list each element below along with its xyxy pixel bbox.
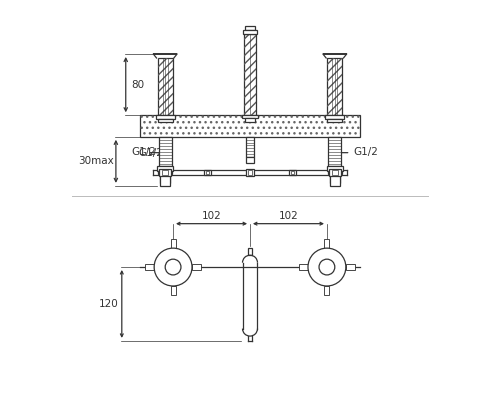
Text: 102: 102 xyxy=(278,210,298,220)
Text: G1/2: G1/2 xyxy=(132,147,156,157)
Bar xyxy=(328,137,341,166)
Text: 80: 80 xyxy=(131,80,144,90)
Bar xyxy=(327,166,342,171)
Text: 120: 120 xyxy=(99,299,118,309)
Bar xyxy=(160,169,171,176)
Text: 30max: 30max xyxy=(78,156,114,166)
Bar xyxy=(246,137,254,157)
Text: G1/2: G1/2 xyxy=(138,148,163,158)
Bar xyxy=(244,34,256,115)
Bar xyxy=(158,58,172,115)
Bar xyxy=(158,58,172,115)
Bar xyxy=(243,30,257,34)
Bar xyxy=(140,115,360,137)
Bar xyxy=(156,115,174,119)
Text: 102: 102 xyxy=(202,210,222,220)
Bar xyxy=(158,171,172,174)
Bar xyxy=(324,240,330,248)
Bar xyxy=(332,170,338,174)
Bar xyxy=(162,170,168,174)
Bar xyxy=(158,119,172,122)
Bar xyxy=(248,248,252,255)
Bar xyxy=(329,169,340,176)
Bar xyxy=(330,175,340,186)
Bar xyxy=(246,157,254,162)
Bar xyxy=(324,286,330,295)
Bar xyxy=(346,264,354,270)
Bar xyxy=(160,174,170,184)
Bar xyxy=(328,58,342,115)
Bar xyxy=(140,115,360,137)
Circle shape xyxy=(154,248,192,286)
Bar xyxy=(160,175,170,186)
Bar xyxy=(192,264,200,270)
Bar xyxy=(290,171,294,174)
Bar xyxy=(326,115,344,119)
Bar xyxy=(330,174,340,184)
Bar xyxy=(289,170,296,175)
Circle shape xyxy=(308,248,346,286)
Bar xyxy=(170,240,175,248)
Circle shape xyxy=(165,259,181,275)
Bar xyxy=(300,264,308,270)
Bar xyxy=(146,264,154,270)
Bar xyxy=(242,115,258,118)
Bar xyxy=(206,171,210,174)
Bar xyxy=(170,286,175,295)
Text: G1/2: G1/2 xyxy=(354,147,378,157)
Bar xyxy=(246,169,254,176)
Bar xyxy=(328,119,342,122)
Bar xyxy=(245,26,255,30)
Bar xyxy=(204,170,211,175)
Circle shape xyxy=(319,259,335,275)
Bar xyxy=(244,34,256,115)
Bar xyxy=(248,170,252,174)
Bar xyxy=(158,166,173,171)
Bar xyxy=(246,118,254,122)
Bar xyxy=(159,137,172,166)
Bar xyxy=(328,171,342,174)
Bar xyxy=(328,58,342,115)
